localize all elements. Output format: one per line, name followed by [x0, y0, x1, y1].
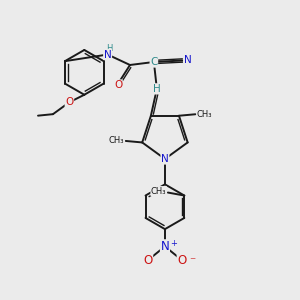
Text: +: + — [170, 239, 177, 248]
Text: ⁻: ⁻ — [189, 256, 195, 268]
Text: H: H — [106, 44, 112, 53]
Text: CH₃: CH₃ — [151, 187, 167, 196]
Text: N: N — [161, 154, 169, 164]
Text: CH₃: CH₃ — [109, 136, 124, 146]
Text: O: O — [65, 97, 74, 107]
Text: O: O — [143, 254, 152, 267]
Text: N: N — [160, 240, 169, 253]
Text: O: O — [114, 80, 122, 90]
Text: O: O — [177, 254, 187, 267]
Text: CH₃: CH₃ — [197, 110, 212, 119]
Text: N: N — [104, 50, 112, 59]
Text: N: N — [184, 56, 191, 65]
Text: C: C — [150, 57, 158, 67]
Text: H: H — [153, 84, 161, 94]
